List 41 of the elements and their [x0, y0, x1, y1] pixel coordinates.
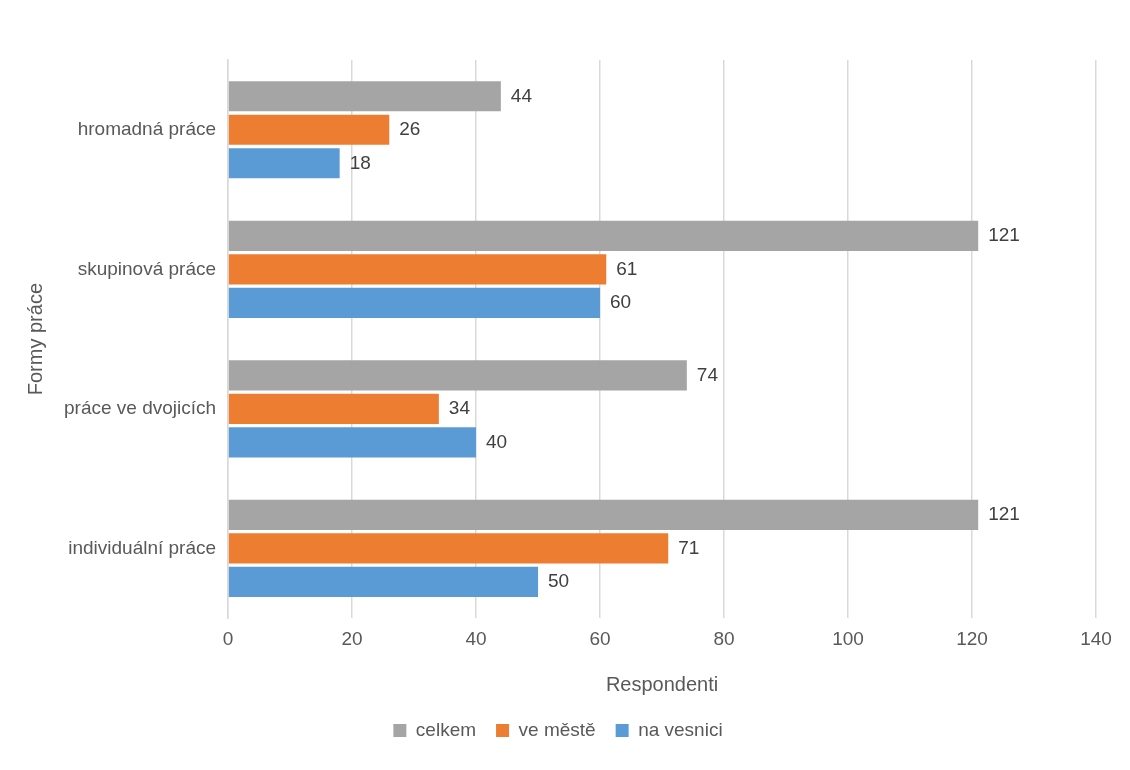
- data-label: 26: [399, 118, 421, 140]
- data-label: 71: [678, 536, 700, 558]
- x-tick-label: 60: [589, 627, 611, 649]
- x-tick-label: 40: [465, 627, 487, 649]
- bar: [228, 287, 601, 318]
- data-label: 121: [988, 224, 1020, 246]
- legend-label: celkem: [415, 718, 477, 740]
- data-label: 50: [548, 570, 570, 592]
- bar: [228, 360, 687, 391]
- x-tick-label: 80: [713, 627, 735, 649]
- data-label: 60: [610, 291, 632, 313]
- data-label: 74: [696, 363, 719, 385]
- legend-label: ve městě: [518, 718, 596, 740]
- y-axis-title: Formy práce: [23, 282, 46, 396]
- y-tick-label: skupinová práce: [77, 257, 217, 279]
- bar: [228, 393, 439, 424]
- x-tick-label: 20: [341, 627, 363, 649]
- data-label: 121: [988, 503, 1020, 525]
- data-label: 34: [448, 397, 471, 419]
- data-label: 18: [349, 151, 371, 173]
- y-tick-label: individuální práce: [68, 536, 217, 558]
- x-tick-label: 100: [832, 627, 864, 649]
- x-axis-title: Respondenti: [605, 672, 719, 695]
- x-tick-label: 120: [956, 627, 988, 649]
- bar: [228, 254, 607, 285]
- bar: [228, 533, 669, 564]
- bar: [228, 81, 501, 112]
- bar: [228, 499, 979, 530]
- bar: [228, 114, 390, 145]
- y-tick-label: práce ve dvojicích: [64, 397, 217, 419]
- data-label: 44: [510, 84, 533, 106]
- y-tick-label: hromadná práce: [77, 118, 217, 140]
- legend-label: na vesnici: [638, 718, 723, 740]
- bar: [228, 220, 979, 251]
- data-label: 61: [616, 257, 638, 279]
- bar: [228, 566, 539, 597]
- bar: [228, 148, 340, 179]
- x-tick-label: 140: [1080, 627, 1112, 649]
- data-label: 40: [486, 430, 508, 452]
- bar: [228, 427, 477, 458]
- x-tick-label: 0: [222, 627, 234, 649]
